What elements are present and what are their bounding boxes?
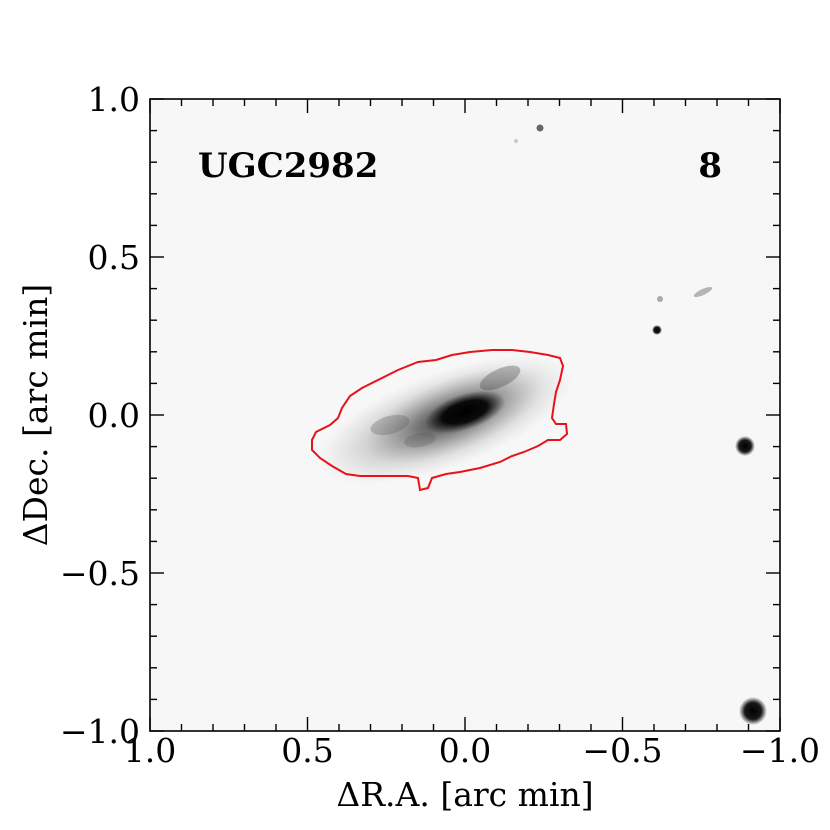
y-tick-label: −0.5 <box>60 554 140 593</box>
spiral-arm-knot <box>404 432 436 448</box>
field-star <box>514 139 518 143</box>
background-galaxy <box>693 286 713 298</box>
field-star <box>536 124 544 132</box>
galaxy-name-label: UGC2982 <box>198 146 378 186</box>
isophote-contour <box>311 349 569 492</box>
axis-ticks <box>149 98 781 732</box>
y-axis-label: ΔDec. [arc min] <box>16 284 55 547</box>
y-tick-label: 1.0 <box>88 80 140 119</box>
x-tick-label: 1.0 <box>124 731 176 770</box>
x-tick-label: 0.0 <box>439 731 491 770</box>
x-axis-label: ΔR.A. [arc min] <box>336 775 593 814</box>
galaxy-core <box>424 390 506 434</box>
field-star <box>735 436 755 456</box>
field-star <box>739 697 767 725</box>
galaxy-image <box>311 124 767 725</box>
field-star <box>657 296 663 302</box>
spiral-arm-knot <box>479 365 521 391</box>
x-tick-label: 0.5 <box>281 731 333 770</box>
y-tick-label: 0.0 <box>88 396 140 435</box>
axis-tick-labels: 1.0 0.5 0.0 −0.5 −1.01.00.50.0−0.5−1.0 <box>60 80 820 770</box>
x-tick-label: −1.0 <box>740 731 820 770</box>
spiral-arm-knot <box>370 414 410 436</box>
field-star <box>652 325 662 335</box>
y-tick-label: 0.5 <box>88 238 140 277</box>
y-tick-label: −1.0 <box>60 712 140 751</box>
x-tick-label: −0.5 <box>582 731 662 770</box>
panel-number-label: 8 <box>698 146 722 186</box>
